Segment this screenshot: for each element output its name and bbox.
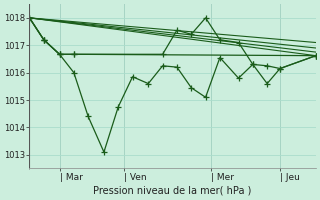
X-axis label: Pression niveau de la mer( hPa ): Pression niveau de la mer( hPa ) bbox=[93, 186, 252, 196]
